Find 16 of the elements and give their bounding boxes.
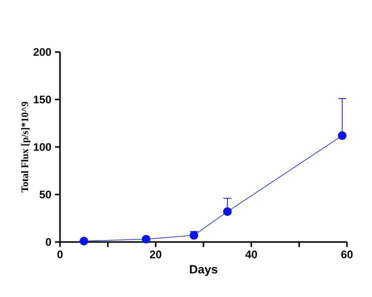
x-axis-title: Days: [190, 265, 218, 276]
point: [223, 207, 232, 216]
point: [80, 236, 88, 246]
y-tick-label: 150: [34, 96, 52, 104]
x-tick-label: 20: [150, 250, 162, 258]
point: [338, 131, 347, 140]
y-tick-label: 200: [34, 48, 52, 56]
y-axis-title: Total Flux [p/s]*10^9: [21, 102, 30, 192]
x-tick-label: 60: [341, 250, 353, 258]
x-tick-label: 40: [245, 250, 257, 258]
y-tick-label: 50: [40, 190, 52, 198]
point: [142, 234, 150, 244]
y-tick-label: 100: [34, 143, 52, 151]
x-tick-label: 0: [57, 250, 63, 258]
point: [190, 231, 198, 240]
y-tick-label: 0: [46, 238, 52, 246]
